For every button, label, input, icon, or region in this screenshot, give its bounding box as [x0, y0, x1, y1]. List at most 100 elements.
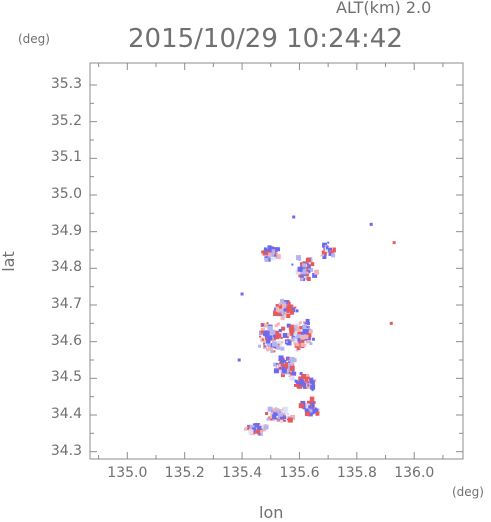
data-point [276, 362, 279, 365]
data-point [302, 405, 307, 410]
data-point [272, 341, 278, 347]
data-point [282, 413, 285, 416]
data-point [272, 414, 278, 420]
data-point [273, 255, 277, 259]
data-point [289, 332, 293, 336]
data-point [305, 273, 309, 277]
data-point [327, 241, 330, 244]
data-point [262, 342, 265, 345]
data-point [276, 247, 281, 252]
data-point [290, 360, 295, 365]
data-point [309, 403, 312, 406]
data-point [290, 414, 296, 420]
tick-marks [90, 63, 463, 459]
data-point [305, 338, 311, 344]
data-point [314, 407, 317, 410]
data-point [308, 262, 311, 265]
data-point [291, 334, 295, 338]
data-point [278, 364, 282, 368]
data-point [306, 277, 311, 282]
data-point [280, 417, 285, 422]
data-point [299, 372, 303, 376]
data-point [268, 337, 271, 340]
data-point [305, 318, 310, 323]
data-point [276, 415, 279, 418]
data-point [277, 340, 283, 346]
data-point [296, 340, 299, 343]
data-point [261, 250, 265, 254]
data-point [266, 322, 269, 325]
x-tick-label: 135.0 [107, 465, 148, 481]
data-point [309, 402, 315, 408]
data-point [324, 244, 327, 247]
y-tick-label: 34.7 [50, 296, 82, 312]
data-point [279, 415, 284, 420]
data-point [308, 405, 312, 409]
data-point [279, 310, 282, 313]
data-point [280, 298, 285, 303]
x-tick-label: 135.8 [336, 465, 377, 481]
data-point [309, 342, 313, 346]
y-tick-label: 34.4 [50, 406, 82, 422]
data-point [302, 385, 306, 389]
data-point [287, 301, 291, 305]
data-point [280, 373, 285, 378]
data-point [253, 424, 259, 430]
data-point [260, 330, 264, 334]
data-point [310, 407, 313, 410]
data-point [292, 335, 298, 341]
y-axis-label: lat [0, 251, 18, 272]
data-point [268, 252, 273, 257]
data-point [294, 326, 297, 329]
data-point [301, 277, 304, 280]
data-point [263, 323, 268, 328]
data-point [295, 342, 300, 347]
data-point [307, 400, 311, 404]
data-point [281, 372, 284, 375]
data-point [272, 339, 275, 342]
data-point [270, 249, 276, 255]
data-point [308, 329, 313, 334]
data-point [308, 335, 311, 338]
data-point [295, 334, 301, 340]
data-point [271, 252, 275, 256]
data-point [245, 426, 248, 429]
data-point [302, 329, 308, 335]
data-point [279, 366, 282, 369]
y-unit-label: (deg) [18, 32, 50, 46]
data-point [320, 254, 323, 257]
data-point [264, 423, 267, 426]
data-point [325, 246, 329, 250]
data-point [251, 427, 256, 432]
y-tick-label: 34.5 [50, 369, 82, 386]
data-point [310, 377, 314, 381]
data-point [289, 357, 295, 363]
data-point [267, 325, 273, 331]
data-point [287, 332, 291, 336]
data-point [287, 300, 290, 303]
data-point [280, 315, 285, 320]
data-point [311, 389, 314, 392]
data-point [301, 374, 307, 380]
data-point [304, 334, 309, 339]
data-point [369, 222, 373, 226]
data-point [310, 262, 315, 267]
data-point [263, 424, 269, 430]
data-point [274, 324, 278, 328]
data-point [287, 417, 293, 423]
data-point [300, 339, 305, 344]
data-point [267, 406, 273, 412]
y-tick-label: 34.8 [50, 259, 82, 276]
data-point [283, 414, 286, 417]
data-point [284, 363, 290, 369]
data-point [266, 417, 270, 421]
x-tick-label: 135.4 [222, 465, 263, 481]
data-point [270, 329, 276, 335]
data-point [264, 257, 269, 262]
plot-frame [89, 62, 464, 460]
data-point [296, 381, 300, 385]
data-point [286, 336, 289, 339]
data-point [302, 321, 306, 325]
data-point [301, 269, 307, 275]
data-points [237, 215, 396, 437]
